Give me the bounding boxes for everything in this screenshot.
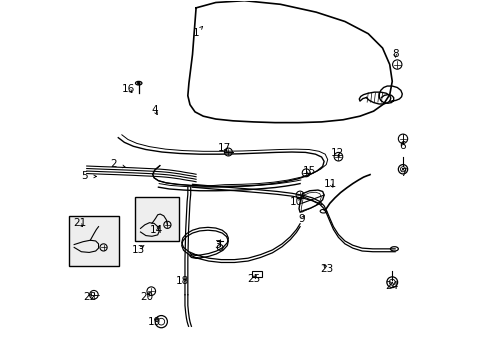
Text: 18: 18 xyxy=(176,276,189,286)
Text: 1: 1 xyxy=(192,28,199,38)
Text: 21: 21 xyxy=(73,218,86,228)
Bar xyxy=(69,216,119,266)
Text: 15: 15 xyxy=(302,166,315,176)
Text: 4: 4 xyxy=(151,105,158,115)
Text: 19: 19 xyxy=(147,317,161,327)
Text: 10: 10 xyxy=(289,197,303,207)
Text: 3: 3 xyxy=(214,239,221,249)
Text: 20: 20 xyxy=(140,292,153,302)
Text: 22: 22 xyxy=(83,292,96,302)
Text: 24: 24 xyxy=(385,281,398,291)
Text: 5: 5 xyxy=(81,171,88,181)
Text: 16: 16 xyxy=(121,84,134,94)
Text: 7: 7 xyxy=(399,168,406,178)
Circle shape xyxy=(137,82,140,85)
Text: 12: 12 xyxy=(330,148,343,158)
Bar xyxy=(135,197,179,241)
Text: 9: 9 xyxy=(298,215,305,224)
Text: 17: 17 xyxy=(218,143,231,153)
Text: 11: 11 xyxy=(323,179,337,189)
Text: 23: 23 xyxy=(320,264,333,274)
Text: 25: 25 xyxy=(246,274,260,284)
Text: 13: 13 xyxy=(132,245,145,255)
Text: 8: 8 xyxy=(391,49,398,59)
Text: 14: 14 xyxy=(150,225,163,235)
Bar xyxy=(252,271,261,277)
Text: 2: 2 xyxy=(110,159,117,169)
Text: 6: 6 xyxy=(399,141,406,151)
